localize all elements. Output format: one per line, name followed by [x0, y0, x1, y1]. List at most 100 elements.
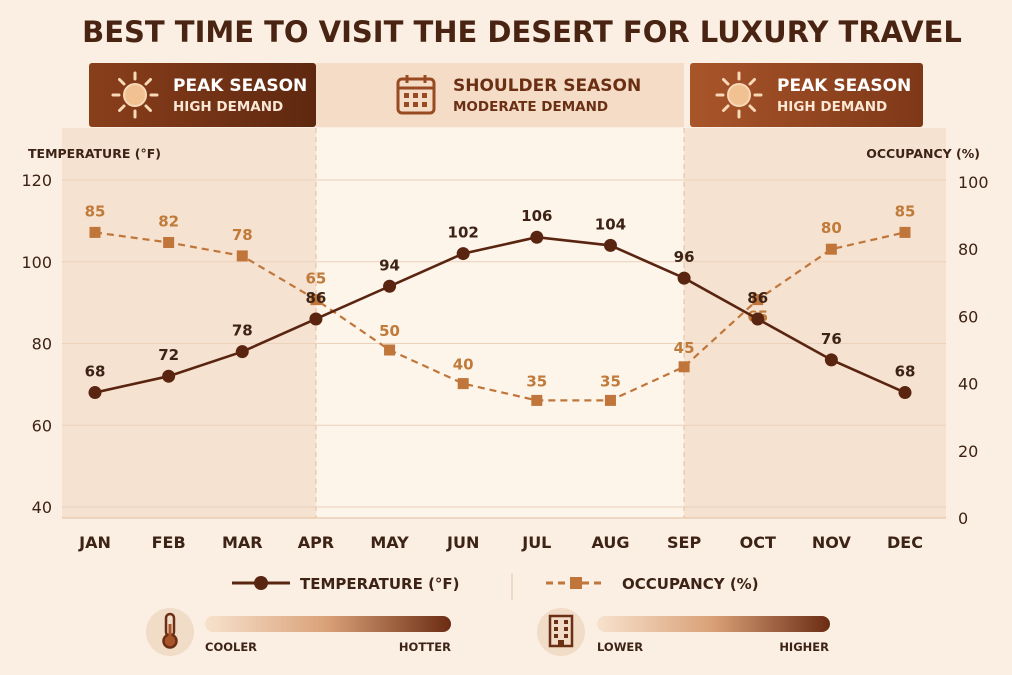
y-tick-left: 60	[32, 416, 52, 435]
x-tick-label: FEB	[152, 533, 186, 552]
legend-temperature-label: TEMPERATURE (°F)	[300, 575, 460, 593]
temperature-point	[162, 369, 176, 383]
building-icon	[548, 614, 574, 648]
gridlines	[62, 179, 946, 519]
y-tick-right: 0	[958, 509, 968, 528]
band-peak-right	[690, 63, 923, 127]
y-axis-right: 0 20 40 60 80 100	[958, 173, 989, 528]
band-label: SHOULDER SEASON	[453, 76, 641, 96]
y-tick-left: 80	[32, 335, 52, 354]
band-sublabel: HIGH DEMAND	[777, 99, 887, 115]
occupancy-point	[825, 243, 837, 255]
temperature-data-label: 102	[448, 224, 479, 242]
temperature-point	[751, 312, 765, 326]
temperature-data-label: 78	[232, 322, 253, 340]
temperature-data-label: 104	[595, 215, 626, 233]
y-tick-left: 120	[21, 171, 52, 190]
occupancy-data-label: 78	[232, 226, 253, 244]
legend-occupancy-marker	[570, 577, 582, 589]
legend-temperature-marker	[254, 576, 268, 590]
occupancy-series: 858278655040353545658085	[85, 202, 915, 406]
legend: TEMPERATURE (°F) OCCUPANCY (%)	[232, 573, 759, 600]
occupancy-point	[531, 394, 543, 406]
y-tick-right: 60	[958, 307, 978, 326]
x-tick-label: MAY	[370, 533, 409, 552]
occupancy-point	[384, 344, 396, 356]
sun-icon	[111, 71, 159, 119]
temperature-data-label: 96	[674, 248, 695, 266]
temperature-data-label: 68	[85, 363, 106, 381]
x-tick-label: APR	[298, 533, 334, 552]
scale-high-label: HIGHER	[779, 640, 829, 654]
y-tick-right: 20	[958, 442, 978, 461]
x-tick-label: AUG	[591, 533, 629, 552]
temperature-data-label: 68	[895, 363, 916, 381]
x-tick-label: JUN	[446, 533, 479, 552]
occupancy-point	[310, 294, 322, 306]
temperature-point	[898, 386, 912, 400]
temperature-data-label: 94	[379, 256, 400, 274]
occupancy-data-label: 35	[600, 372, 621, 390]
temperature-point	[603, 238, 617, 252]
y-tick-left: 100	[21, 253, 52, 272]
temperature-series: 68 72 78 86 94 102 106 104 96 86 76 68	[85, 207, 916, 400]
band-sublabel: MODERATE DEMAND	[453, 99, 608, 115]
temperature-data-label: 72	[158, 346, 179, 364]
x-tick-label: SEP	[667, 533, 701, 552]
occupancy-point	[604, 394, 616, 406]
temperature-point	[383, 279, 397, 293]
temperature-point	[530, 230, 544, 244]
temperature-scale: COOLER HOTTER	[146, 608, 451, 656]
y-tick-right: 80	[958, 240, 978, 259]
season-bands: PEAK SEASON HIGH DEMAND SHOULDER SEASON …	[89, 63, 923, 127]
temperature-data-label: 106	[521, 207, 552, 225]
temperature-point	[235, 345, 249, 359]
occupancy-point	[899, 226, 911, 238]
occupancy-point	[752, 294, 764, 306]
band-sublabel: HIGH DEMAND	[173, 99, 283, 115]
temperature-gradient-bar	[205, 616, 451, 632]
scale-high-label: HOTTER	[399, 640, 451, 654]
occupancy-data-label: 50	[379, 322, 400, 340]
temperature-line	[94, 235, 906, 394]
x-tick-label: DEC	[887, 533, 923, 552]
occupancy-data-label: 65	[305, 270, 326, 288]
occupancy-point	[163, 236, 175, 248]
sun-icon	[715, 71, 763, 119]
band-shoulder	[316, 63, 684, 127]
y-axis-left-title: TEMPERATURE (°F)	[28, 146, 161, 161]
peak-shade-right	[684, 128, 946, 518]
y-tick-right: 40	[958, 375, 978, 394]
occupancy-data-label: 35	[526, 372, 547, 390]
x-tick-label: JAN	[78, 533, 111, 552]
y-tick-left: 40	[32, 498, 52, 517]
y-tick-right: 100	[958, 173, 989, 192]
scale-low-label: COOLER	[205, 640, 257, 654]
x-tick-label: OCT	[740, 533, 776, 552]
calendar-icon	[396, 75, 436, 115]
occupancy-data-label: 85	[85, 202, 106, 220]
temperature-point	[456, 247, 470, 261]
legend-occupancy-label: OCCUPANCY (%)	[622, 575, 759, 593]
chart-title: BEST TIME TO VISIT THE DESERT FOR LUXURY…	[82, 15, 962, 49]
occupancy-scale: LOWER HIGHER	[537, 608, 830, 656]
band-label: PEAK SEASON	[173, 76, 307, 96]
scale-low-label: LOWER	[597, 640, 643, 654]
x-tick-label: JUL	[521, 533, 551, 552]
thermometer-icon	[162, 612, 178, 649]
x-tick-label: MAR	[222, 533, 263, 552]
occupancy-point	[457, 378, 469, 390]
band-peak-left	[89, 63, 316, 127]
y-axis-right-title: OCCUPANCY (%)	[866, 146, 980, 161]
shoulder-shade	[316, 128, 684, 518]
temperature-data-label: 86	[305, 289, 326, 307]
temperature-point	[309, 312, 323, 326]
temperature-data-label: 76	[821, 330, 842, 348]
temperature-point	[677, 271, 691, 285]
occupancy-line	[94, 231, 906, 402]
peak-shade-left	[62, 128, 316, 518]
occupancy-gradient-bar	[597, 616, 830, 632]
occupancy-point	[236, 250, 248, 262]
x-tick-label: NOV	[812, 533, 852, 552]
